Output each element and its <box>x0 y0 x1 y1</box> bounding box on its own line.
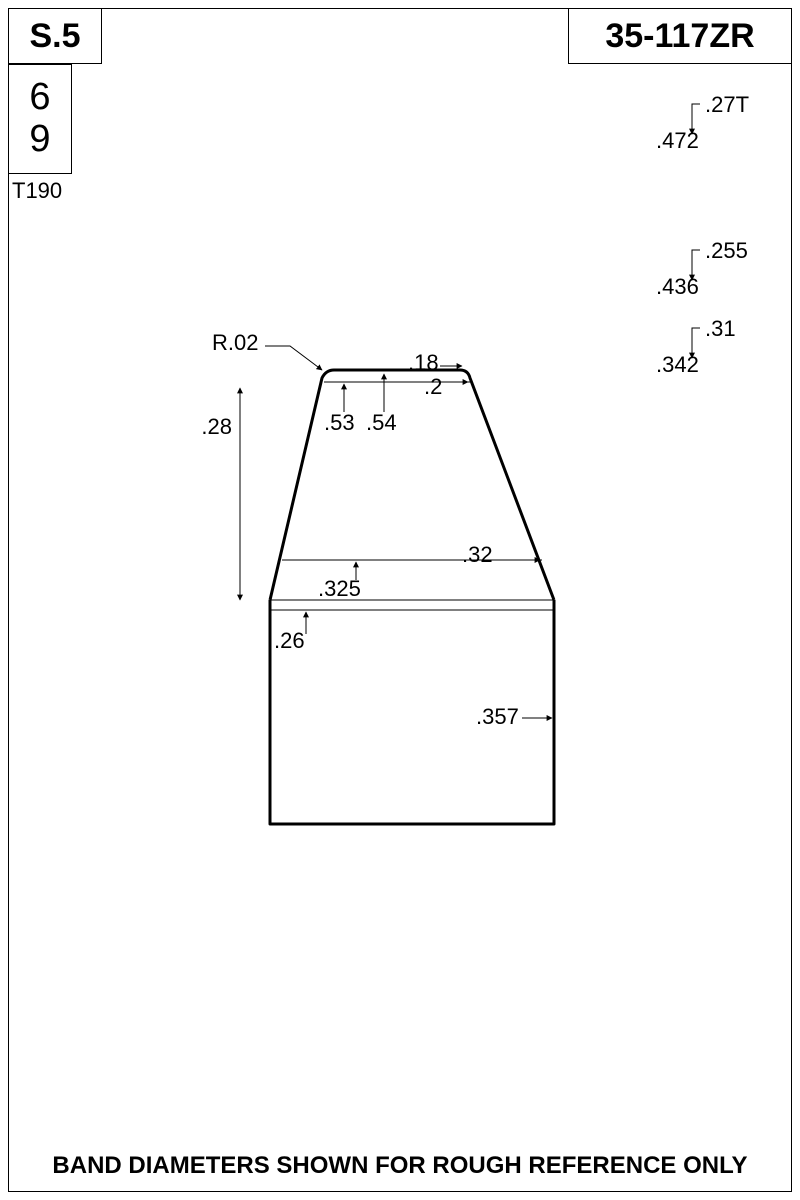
callout-1-upper: .27T <box>705 92 749 118</box>
bullet-profile <box>270 370 554 824</box>
d18-label: .18 <box>408 350 439 376</box>
callout-3-upper: .31 <box>705 316 736 342</box>
d54-label: .54 <box>366 410 397 436</box>
dim-28-label: .28 <box>201 414 232 440</box>
callout-2-lower: .436 <box>656 274 699 300</box>
d325-label: .325 <box>318 576 361 602</box>
callout-2-upper: .255 <box>705 238 748 264</box>
d32-label: .32 <box>462 542 493 568</box>
leader-r02 <box>265 346 322 370</box>
drawing-svg <box>0 0 800 1200</box>
diameter-arrows <box>440 366 552 718</box>
d357-label: .357 <box>476 704 519 730</box>
footer-note: BAND DIAMETERS SHOWN FOR ROUGH REFERENCE… <box>0 1152 800 1180</box>
d26-label: .26 <box>274 628 305 654</box>
callout-1-lower: .472 <box>656 128 699 154</box>
d53-label: .53 <box>324 410 355 436</box>
r02-label: R.02 <box>212 330 258 356</box>
d2-label: .2 <box>424 374 442 400</box>
callout-3-lower: .342 <box>656 352 699 378</box>
